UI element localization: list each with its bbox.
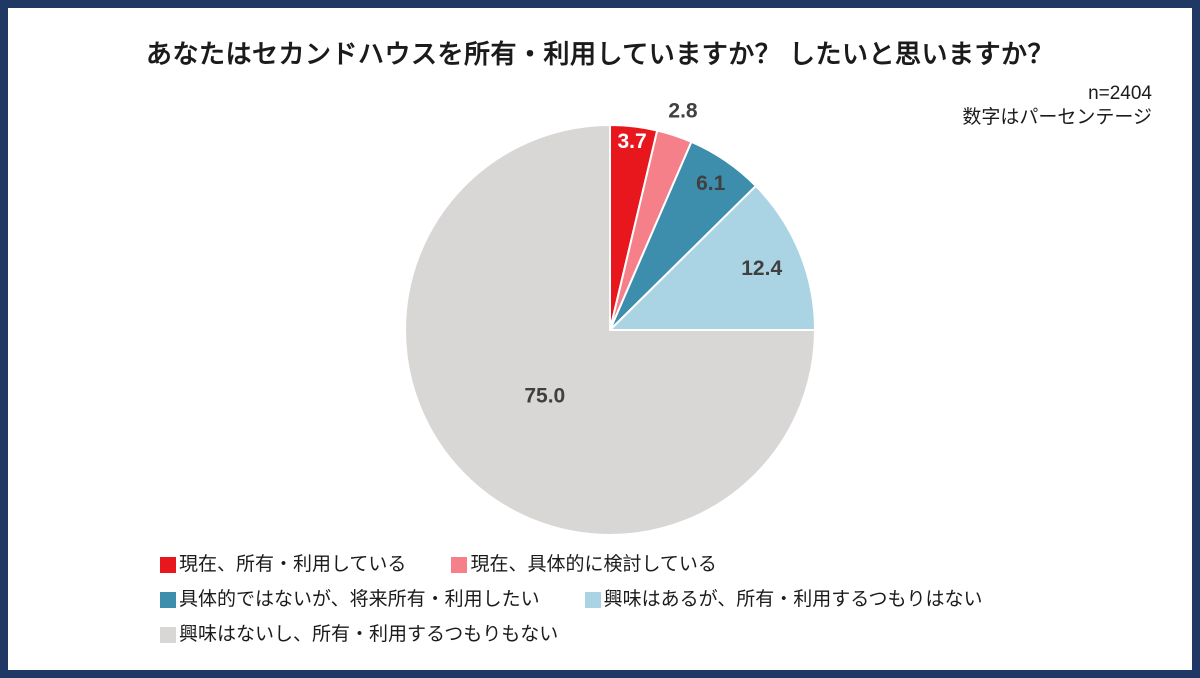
legend-row: 興味はないし、所有・利用するつもりもない: [160, 623, 983, 646]
legend-swatch: [160, 626, 176, 643]
legend-label: 現在、所有・利用している: [179, 554, 407, 575]
legend-item: 興味はあるが、所有・利用するつもりはない: [584, 588, 983, 611]
legend-item: 現在、具体的に検討している: [451, 553, 717, 576]
slice-value-label: 12.4: [741, 257, 782, 280]
legend-label: 興味はあるが、所有・利用するつもりはない: [603, 589, 983, 610]
legend-swatch: [160, 556, 176, 573]
chart-title: あなたはセカンドハウスを所有・利用していますか？ したいと思いますか？: [146, 39, 1054, 69]
sample-size-label: n=2404: [1088, 83, 1152, 104]
percentage-note: 数字はパーセンテージ: [962, 107, 1152, 128]
legend-item: 具体的ではないが、将来所有・利用したい: [160, 588, 540, 611]
legend-swatch: [451, 556, 468, 573]
legend-label: 興味はないし、所有・利用するつもりもない: [179, 624, 559, 645]
slice-value-label: 3.7: [617, 130, 646, 153]
legend-swatch: [584, 591, 601, 608]
legend-item: 現在、所有・利用している: [160, 553, 406, 576]
legend-row: 具体的ではないが、将来所有・利用したい 興味はあるが、所有・利用するつもりはない: [160, 588, 983, 611]
pie-slice: [404, 124, 816, 536]
legend-swatch: [160, 591, 176, 608]
slice-value-label: 75.0: [524, 385, 565, 408]
legend-row: 現在、所有・利用している 現在、具体的に検討している: [160, 553, 983, 576]
legend: 現在、所有・利用している 現在、具体的に検討している具体的ではないが、将来所有・利…: [160, 553, 983, 658]
legend-item: 興味はないし、所有・利用するつもりもない: [160, 623, 558, 646]
chart-annotations: n=2404 数字はパーセンテージ: [962, 82, 1152, 130]
pie-slice: [609, 184, 816, 331]
slice-value-label: 2.8: [668, 99, 698, 122]
pie-chart: 3.7 2.8 6.1 12.4 75.0: [404, 99, 816, 536]
legend-label: 現在、具体的に検討している: [470, 554, 717, 575]
slice-value-label: 6.1: [696, 172, 726, 195]
legend-label: 具体的ではないが、将来所有・利用したい: [179, 589, 540, 610]
